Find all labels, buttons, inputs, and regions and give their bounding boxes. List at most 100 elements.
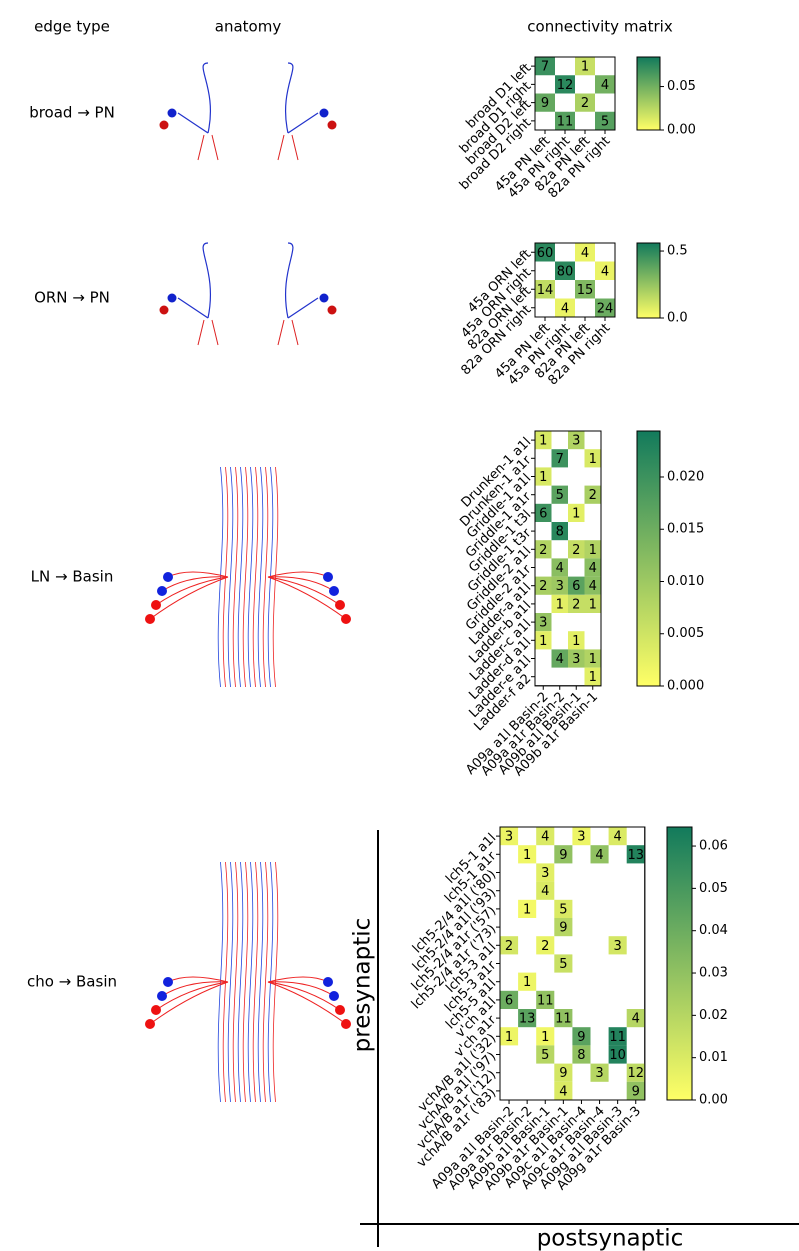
cell-label: 2 [589, 488, 597, 503]
cell [584, 649, 601, 668]
neuron-branch [155, 981, 229, 1011]
neuron-branch [202, 62, 211, 134]
cell-label: 4 [589, 579, 597, 594]
cell-label: 3 [614, 939, 622, 954]
neuron-branch [247, 861, 254, 1103]
soma [145, 1019, 155, 1029]
cell [568, 631, 585, 650]
cell-label: 4 [541, 830, 549, 845]
cell-label: 3 [541, 866, 549, 881]
cell-label: 2 [539, 543, 547, 558]
neuron-branch [227, 861, 234, 1103]
cell-label: 4 [559, 1084, 567, 1099]
neuron-branch [197, 134, 219, 161]
soma [163, 572, 173, 582]
cell-label: 3 [577, 830, 585, 845]
neuron-branch [284, 242, 294, 319]
neuron-branch [267, 576, 335, 592]
cell-label: 5 [559, 902, 567, 917]
cell [536, 863, 555, 882]
cell [536, 936, 555, 955]
cell-label: 1 [581, 60, 589, 75]
cell-label: 4 [614, 830, 622, 845]
cell-label: 2 [539, 579, 547, 594]
neuron-branch [252, 861, 259, 1103]
cell [518, 972, 537, 991]
neuron-branch [267, 576, 341, 606]
cell-label: 1 [539, 470, 547, 485]
cell-label: 80 [557, 264, 574, 279]
cell-label: 11 [557, 114, 574, 129]
edge-type-label: cho → Basin [27, 973, 117, 991]
cell [584, 485, 601, 504]
cell-label: 5 [601, 114, 609, 129]
cell [554, 918, 573, 937]
colorbar-tick-label: 0.015 [667, 522, 704, 537]
colorbar-tick-label: 0.05 [699, 881, 728, 896]
matrix-border [499, 826, 646, 1101]
matrix-border [534, 56, 616, 131]
cell-label: 3 [572, 652, 580, 667]
soma [167, 108, 177, 118]
cell-label: 4 [601, 78, 609, 93]
cell-label: 1 [589, 670, 597, 685]
cell-label: 3 [539, 616, 547, 631]
soma [159, 120, 169, 130]
soma [157, 586, 167, 596]
cell-label: 3 [505, 830, 513, 845]
neuron-branch [267, 981, 341, 1011]
cell-label: 7 [541, 60, 549, 75]
cell [584, 594, 601, 613]
cell [518, 899, 537, 918]
soma [157, 991, 167, 1001]
colorbar-tick-label: 0.00 [667, 123, 696, 138]
y-axis-title: presynaptic [350, 918, 376, 1053]
cell-label: 14 [537, 283, 554, 298]
cell-label: 4 [595, 848, 603, 863]
cell [568, 576, 585, 595]
cell [626, 1081, 645, 1100]
colorbar-tick-label: 0.03 [699, 966, 728, 981]
soma [335, 600, 345, 610]
cell [584, 540, 601, 559]
cell [554, 1081, 573, 1100]
cell [536, 881, 555, 900]
cell [572, 1027, 591, 1046]
cell-label: 2 [541, 939, 549, 954]
cell-label: 10 [609, 1048, 626, 1063]
neuron-branch [267, 576, 347, 620]
cell [608, 1045, 627, 1064]
cell-label: 1 [589, 597, 597, 612]
neuron-branch [267, 981, 335, 997]
soma [159, 305, 169, 315]
cell-label: 3 [595, 1066, 603, 1081]
cell [536, 1027, 555, 1046]
soma [329, 586, 339, 596]
soma [327, 305, 337, 315]
neuron-branch [232, 466, 239, 688]
cell-label: 4 [541, 884, 549, 899]
cell-label: 1 [556, 597, 564, 612]
neuron-branch [277, 134, 299, 161]
cell-label: 9 [577, 1030, 585, 1045]
cell [555, 111, 575, 130]
cell [554, 1009, 573, 1028]
cell-label: 5 [556, 488, 564, 503]
cell-label: 9 [559, 1066, 567, 1081]
cell-label: 1 [589, 452, 597, 467]
cell-label: 9 [559, 848, 567, 863]
cell-label: 4 [601, 264, 609, 279]
cell [575, 57, 595, 76]
edge-type-label: broad → PN [29, 104, 115, 122]
neuron-branch [167, 976, 229, 983]
cell [595, 298, 615, 317]
cell-label: 6 [539, 506, 547, 521]
cell [595, 75, 615, 94]
colorbar-tick-label: 0.020 [667, 469, 704, 484]
neuron-branch [262, 861, 269, 1103]
cell-label: 1 [523, 975, 531, 990]
neuron-branch [252, 466, 259, 688]
cell-label: 4 [589, 561, 597, 576]
cell [590, 1063, 609, 1082]
cell [500, 827, 519, 846]
